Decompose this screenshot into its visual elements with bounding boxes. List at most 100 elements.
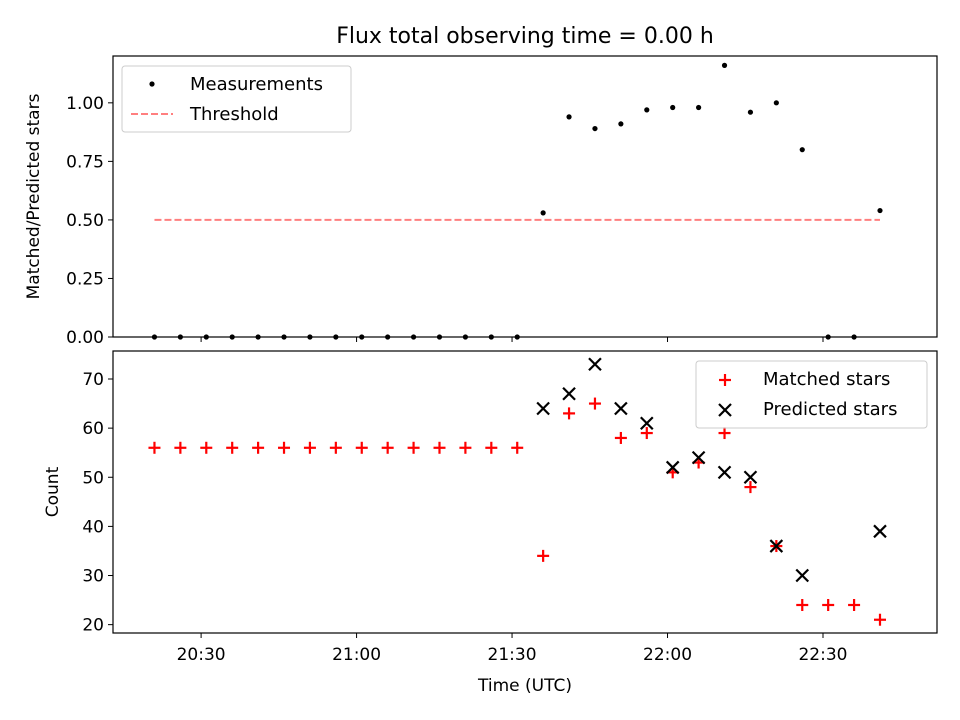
measurement-point [255, 334, 261, 340]
measurement-point [670, 104, 676, 111]
matched-stars-point [459, 441, 472, 454]
measurement-point [851, 334, 857, 340]
measurement-point [799, 147, 805, 153]
ratio-legend-box [121, 65, 352, 133]
measurement-point [773, 100, 779, 106]
x-tick-label: 21:00 [332, 645, 381, 665]
matched-stars-point [485, 441, 498, 454]
ratio-y-ticks: 0.00 0.25 0.50 0.75 1.00 [66, 94, 113, 348]
matched-stars-point [640, 427, 653, 440]
y-tick-label: 40 [82, 517, 104, 537]
count-y-ticks: 20 30 40 50 60 70 [82, 370, 113, 636]
x-tick-label: 22:30 [798, 645, 847, 665]
matched-stars-point [563, 407, 576, 420]
measurement-point [410, 334, 417, 340]
measurement-point [825, 334, 831, 340]
matched-stars-point [252, 441, 265, 454]
predicted-stars-point [665, 460, 680, 475]
ratio-panel-frame [112, 55, 938, 338]
count-panel: 20 30 40 50 60 70 20:30 21:00 21:30 22:00 22:30 C… [43, 350, 938, 696]
y-tick-label: 70 [82, 370, 104, 390]
count-series [148, 357, 887, 626]
measurements-legend-marker [149, 81, 155, 87]
ratio-series [151, 62, 883, 340]
matched-stars-point [744, 481, 757, 494]
matched-stars-point [148, 441, 161, 454]
measurement-point [359, 334, 365, 340]
count-legend: Matched stars Predicted stars [695, 360, 928, 429]
matched-stars-point [329, 441, 342, 454]
y-tick-label: 30 [82, 567, 104, 587]
predicted-legend-marker [718, 403, 732, 417]
matched-stars-point [433, 441, 446, 454]
measurement-point [721, 62, 728, 68]
measurement-point [229, 334, 235, 340]
y-tick-label: 1.00 [66, 94, 104, 114]
predicted-stars-point [873, 524, 887, 539]
matched-stars-point [174, 441, 187, 454]
matched-stars-point [407, 441, 420, 454]
measurement-point [177, 334, 183, 340]
count-panel-frame [112, 350, 938, 634]
predicted-stars-point [769, 539, 784, 553]
measurement-point [747, 109, 754, 115]
chart-title: Flux total observing time = 0.00 h [336, 24, 714, 49]
measurement-point [385, 334, 391, 340]
measurements-legend-label: Measurements [190, 74, 323, 95]
measurement-point [644, 107, 650, 113]
count-legend-box [695, 360, 928, 429]
predicted-stars-point [640, 416, 654, 430]
predicted-stars-point [536, 401, 550, 416]
matched-stars-point [200, 441, 213, 454]
measurement-point [307, 334, 313, 340]
measurement-point [877, 207, 883, 214]
ratio-panel: 0.00 0.25 0.50 0.75 1.00 Matched/Predicted s… [24, 55, 938, 348]
predicted-stars-point [614, 401, 628, 416]
measurement-point [436, 334, 443, 340]
measurement-point [281, 334, 287, 340]
predicted-stars-point [795, 568, 810, 583]
measurement-point [151, 334, 158, 340]
y-tick-label: 0.75 [66, 152, 104, 172]
matched-stars-point [873, 613, 886, 626]
predicted-stars-point [691, 450, 706, 465]
ratio-legend: Measurements Threshold [121, 65, 352, 133]
measurement-point [566, 114, 572, 120]
y-tick-label: 20 [82, 616, 104, 636]
matched-stars-point [355, 441, 368, 454]
predicted-stars-point [562, 386, 576, 401]
y-tick-label: 60 [82, 419, 104, 439]
matched-stars-point [718, 427, 731, 440]
measurement-point [514, 334, 520, 340]
predicted-stars-point [743, 470, 758, 485]
matched-stars-point [303, 441, 316, 454]
matched-stars-point [226, 441, 239, 454]
y-tick-label: 50 [82, 468, 104, 488]
measurement-point [333, 334, 339, 340]
matched-stars-point [614, 431, 627, 444]
matched-legend-label: Matched stars [763, 369, 890, 390]
count-y-axis-label: Count [43, 466, 63, 517]
predicted-legend-label: Predicted stars [763, 399, 897, 420]
measurement-point [488, 334, 494, 340]
matched-stars-point [848, 598, 861, 611]
measurement-point [203, 334, 209, 340]
matched-stars-point [796, 598, 809, 611]
y-tick-label: 0.25 [66, 269, 104, 289]
measurement-point [462, 334, 469, 340]
measurement-point [696, 104, 702, 111]
x-axis-label: Time (UTC) [477, 676, 572, 696]
measurement-point [618, 121, 624, 127]
matched-stars-point [511, 441, 524, 454]
predicted-stars-point [588, 357, 602, 372]
matched-stars-point [822, 598, 835, 611]
matched-stars-point [278, 441, 291, 454]
predicted-stars-point [717, 465, 732, 480]
count-x-ticks: 20:30 21:00 21:30 22:00 22:30 [177, 633, 847, 665]
matched-stars-point [381, 441, 394, 454]
matched-legend-marker [719, 374, 731, 386]
x-tick-label: 20:30 [177, 645, 226, 665]
y-tick-label: 0.00 [66, 328, 104, 348]
x-tick-label: 22:00 [643, 645, 692, 665]
y-tick-label: 0.50 [66, 211, 104, 231]
